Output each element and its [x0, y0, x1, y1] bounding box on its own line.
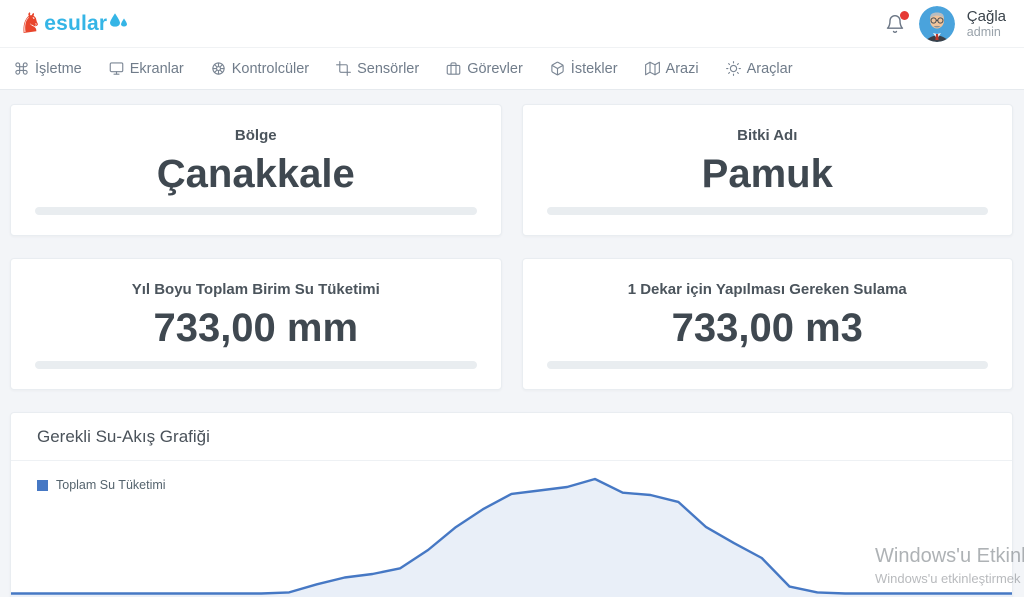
nav-label: Ekranlar [129, 60, 184, 77]
nav-label: Arazi [665, 60, 699, 77]
card-value: 733,00 mm [153, 306, 359, 350]
card-title: 1 Dekar için Yapılması Gereken Sulama [627, 281, 907, 298]
legend-swatch [37, 479, 48, 491]
card-gereken-sulama: 1 Dekar için Yapılması Gereken Sulama 73… [521, 258, 1013, 390]
card-value: 733,00 m3 [671, 306, 863, 350]
brand-logo[interactable]: ♞ esular [15, 6, 128, 41]
nav-label: Sensörler [357, 60, 420, 77]
nav-label: İşletme [35, 60, 82, 77]
legend-label: Toplam Su Tüketimi [56, 478, 166, 492]
brand-wordmark: esular [44, 11, 108, 35]
bell-icon [886, 14, 904, 33]
card-title: Bitki Adı [737, 127, 798, 144]
box-icon [551, 61, 564, 76]
card-progress-bar [546, 361, 988, 369]
nav-item-kontrolculer[interactable]: Kontrolcüler [211, 61, 309, 77]
briefcase-icon [446, 62, 461, 75]
card-bitki-adi: Bitki Adı Pamuk [521, 104, 1013, 236]
topbar-actions: Çağla admin [883, 5, 1010, 42]
monitor-icon [109, 62, 124, 75]
nav-label: İstekler [570, 60, 618, 77]
notifications-button[interactable] [883, 10, 909, 36]
water-drop-icon [110, 13, 128, 34]
map-icon [644, 61, 660, 76]
user-role: admin [966, 24, 1001, 39]
command-icon [15, 62, 28, 75]
nav-item-istekler[interactable]: İstekler [550, 61, 618, 77]
nav-label: Araçlar [746, 60, 793, 77]
card-progress-bar [35, 361, 477, 369]
main-nav: İşletme Ekranlar Kontrolcüler Sensörler … [0, 48, 1024, 90]
card-value: Çanakkale [156, 152, 355, 196]
nav-item-isletme[interactable]: İşletme [14, 61, 82, 77]
card-progress-bar [35, 207, 477, 215]
stat-cards: Bölge Çanakkale Bitki Adı Pamuk Yıl Boyu… [10, 104, 1013, 390]
notification-dot [899, 10, 909, 20]
card-title: Bölge [234, 127, 277, 144]
horse-icon: ♞ [15, 6, 45, 41]
card-value: Pamuk [701, 152, 833, 196]
main-content: Bölge Çanakkale Bitki Adı Pamuk Yıl Boyu… [0, 90, 1024, 597]
legend-item[interactable]: Toplam Su Tüketimi [37, 478, 166, 492]
nav-item-sensorler[interactable]: Sensörler [336, 61, 419, 77]
chart-body: Toplam Su Tüketimi [11, 461, 1012, 597]
area-chart [11, 477, 1012, 597]
user-name: Çağla [966, 7, 1006, 25]
user-menu[interactable]: Çağla admin [967, 8, 1010, 40]
card-progress-bar [546, 207, 988, 215]
nav-item-gorevler[interactable]: Görevler [446, 61, 523, 77]
card-title: Yıl Boyu Toplam Birim Su Tüketimi [131, 281, 380, 298]
chart-title: Gerekli Su-Akış Grafiği [11, 413, 1012, 461]
sun-icon [725, 61, 741, 76]
water-flow-chart-card: Gerekli Su-Akış Grafiği Toplam Su Tüketi… [10, 412, 1013, 597]
nav-item-arazi[interactable]: Arazi [644, 60, 699, 77]
card-su-tuketimi: Yıl Boyu Toplam Birim Su Tüketimi 733,00… [10, 258, 502, 390]
crop-icon [336, 61, 352, 76]
top-bar: ♞ esular [0, 0, 1024, 48]
nav-label: Kontrolcüler [231, 60, 310, 77]
nav-label: Görevler [467, 60, 523, 77]
nav-item-ekranlar[interactable]: Ekranlar [109, 61, 184, 77]
card-bolge: Bölge Çanakkale [10, 104, 502, 236]
nav-item-araclar[interactable]: Araçlar [725, 60, 793, 77]
wheel-icon [212, 62, 225, 75]
avatar[interactable] [918, 5, 955, 42]
